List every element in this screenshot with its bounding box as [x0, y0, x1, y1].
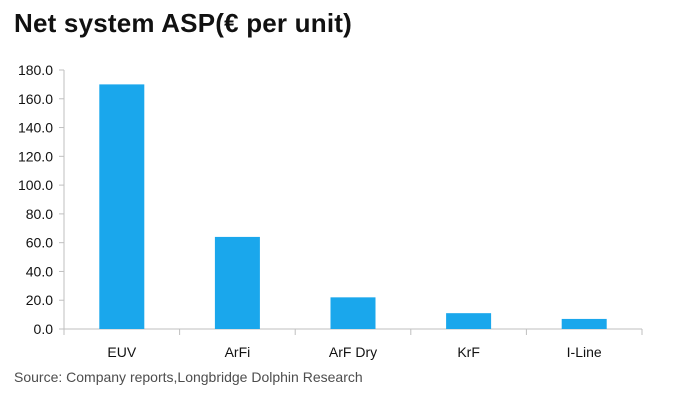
bar-krf [446, 313, 492, 329]
y-tick-label: 40.0 [26, 263, 53, 279]
bar-i-line [561, 318, 607, 329]
source-note: Source: Company reports,Longbridge Dolph… [14, 369, 363, 385]
y-tick-label: 120.0 [18, 148, 53, 164]
x-tick-label: KrF [457, 344, 480, 360]
bar-arfi [214, 236, 260, 329]
chart-title: Net system ASP(€ per unit) [14, 8, 352, 38]
y-tick-label: 20.0 [26, 292, 53, 308]
y-tick-label: 60.0 [26, 235, 53, 251]
y-tick-label: 180.0 [18, 62, 53, 78]
y-tick-label: 140.0 [18, 120, 53, 136]
x-tick-label: I-Line [567, 344, 602, 360]
y-tick-label: 0.0 [34, 321, 54, 337]
y-tick-label: 80.0 [26, 206, 53, 222]
x-tick-label: ArFi [225, 344, 251, 360]
bar-arf-dry [330, 297, 376, 329]
x-tick-label: ArF Dry [329, 344, 377, 360]
bar-euv [99, 84, 145, 329]
y-tick-label: 100.0 [18, 177, 53, 193]
y-tick-label: 160.0 [18, 91, 53, 107]
x-tick-label: EUV [107, 344, 136, 360]
